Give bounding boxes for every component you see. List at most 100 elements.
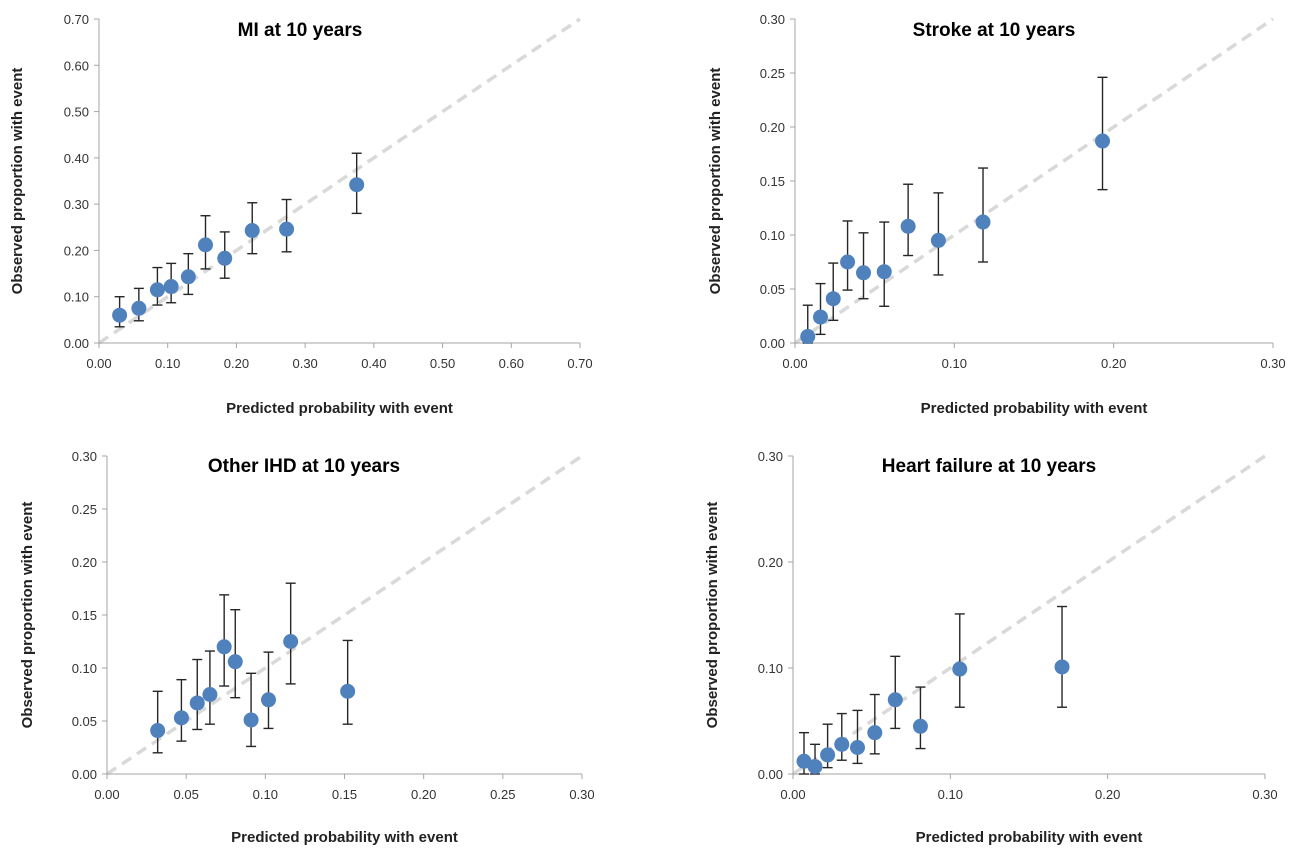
x-tick-label: 0.30 — [1260, 356, 1285, 371]
x-tick-label: 0.00 — [94, 787, 119, 802]
y-tick-label: 0.60 — [64, 58, 89, 73]
data-point — [850, 740, 866, 755]
calibration-panel-1: 0.00 0.10 0.20 0.30 0.40 0.50 0.60 0.70 0.00 0.10… — [0, 0, 640, 424]
x-tick-label: 0.30 — [1252, 787, 1277, 802]
calibration-plot-svg: 0.00 0.05 0.10 0.15 0.20 0.25 0.30 0.00 0.05 0.10… — [19, 449, 595, 846]
data-point-group — [952, 613, 968, 708]
data-point-group — [856, 232, 872, 300]
data-point — [1095, 133, 1111, 149]
data-point-group — [150, 690, 166, 754]
x-tick-label: 0.25 — [490, 787, 515, 802]
y-tick-label: 0.00 — [760, 336, 785, 351]
x-tick-label: 0.00 — [780, 787, 805, 802]
y-tick-label: 0.30 — [760, 12, 785, 27]
y-tick-label: 0.15 — [760, 174, 785, 189]
y-axis-label: Observed proportion with event — [707, 68, 724, 295]
chart-title: Stroke at 10 years — [913, 20, 1076, 41]
data-point — [163, 279, 179, 295]
data-point — [149, 282, 165, 298]
y-tick-label: 0.20 — [64, 243, 89, 258]
x-tick-label: 0.10 — [155, 356, 180, 371]
data-point — [834, 736, 850, 752]
calibration-panel-2: 0.00 0.10 0.20 0.30 0.00 0.05 0.10 0.15 0.20 0.25… — [640, 0, 1303, 424]
x-tick-label: 0.30 — [569, 787, 594, 802]
x-tick-label: 0.40 — [361, 356, 386, 371]
data-point-group — [912, 686, 928, 750]
data-point — [261, 692, 276, 708]
data-point-group — [283, 582, 299, 685]
data-point — [340, 683, 356, 699]
data-point — [243, 712, 259, 728]
data-point-group — [149, 266, 165, 306]
data-point-group — [173, 678, 189, 742]
x-tick-label: 0.20 — [1095, 787, 1120, 802]
calibration-plot-svg: 0.00 0.10 0.20 0.30 0.40 0.50 0.60 0.70 0.00 0.10… — [9, 12, 593, 417]
data-point-group — [812, 282, 828, 336]
data-point — [173, 710, 189, 726]
y-tick-label: 0.10 — [72, 661, 97, 676]
y-tick-label: 0.05 — [72, 714, 97, 729]
y-tick-label: 0.10 — [758, 661, 783, 676]
chart-title: Other IHD at 10 years — [208, 456, 400, 477]
data-point-group — [227, 608, 243, 699]
y-axis-label: Observed proportion with event — [704, 502, 721, 729]
data-point — [856, 265, 872, 281]
y-tick-label: 0.30 — [64, 197, 89, 212]
data-point — [150, 723, 166, 739]
data-point — [217, 250, 233, 266]
data-point — [283, 634, 299, 649]
data-point-group — [975, 167, 991, 263]
data-point — [840, 254, 856, 270]
data-point — [887, 692, 903, 708]
data-point — [198, 237, 214, 253]
data-point-group — [112, 296, 128, 328]
data-point — [112, 307, 128, 323]
data-point — [876, 264, 892, 280]
data-point-group — [900, 183, 916, 257]
y-tick-label: 0.20 — [72, 555, 97, 570]
data-point — [279, 221, 295, 237]
data-point — [952, 661, 968, 677]
x-tick-label: 0.70 — [567, 356, 592, 371]
data-point — [900, 218, 916, 234]
y-tick-label: 0.15 — [72, 608, 97, 623]
x-tick-label: 0.20 — [1101, 356, 1126, 371]
data-point — [820, 747, 836, 763]
data-point — [180, 269, 196, 285]
y-tick-label: 0.00 — [64, 336, 89, 351]
reference-line — [106, 454, 583, 776]
data-point-group — [1054, 605, 1070, 708]
reference-line — [794, 17, 1274, 345]
data-point — [216, 639, 232, 655]
x-tick-label: 0.05 — [174, 787, 199, 802]
data-point-group — [834, 712, 850, 761]
x-tick-label: 0.20 — [411, 787, 436, 802]
y-tick-label: 0.00 — [758, 767, 783, 782]
x-tick-label: 0.20 — [224, 356, 249, 371]
calibration-plot-svg: 0.00 0.10 0.20 0.30 0.00 0.10 0.20 0.30 Heart fa… — [704, 449, 1278, 846]
data-point-group — [216, 594, 232, 687]
y-tick-label: 0.25 — [72, 502, 97, 517]
data-point — [244, 223, 260, 239]
calibration-panel-3: 0.00 0.05 0.10 0.15 0.20 0.25 0.30 0.00 0.05 0.10… — [0, 424, 640, 848]
x-tick-label: 0.60 — [499, 356, 524, 371]
data-point-group — [349, 152, 365, 215]
y-tick-label: 0.30 — [72, 449, 97, 464]
data-point-group — [189, 658, 205, 731]
y-tick-label: 0.10 — [760, 228, 785, 243]
x-axis-label: Predicted probability with event — [916, 829, 1143, 846]
y-tick-label: 0.25 — [760, 66, 785, 81]
data-point — [227, 654, 243, 670]
data-point-group — [887, 655, 903, 730]
x-tick-label: 0.15 — [332, 787, 357, 802]
data-point-group — [180, 252, 196, 296]
data-point — [1054, 659, 1070, 675]
y-tick-label: 0.20 — [758, 555, 783, 570]
y-tick-label: 0.30 — [758, 449, 783, 464]
data-point-group — [279, 198, 295, 253]
data-point-group — [244, 202, 260, 255]
data-point — [349, 177, 365, 193]
data-point — [202, 687, 218, 702]
data-point — [812, 309, 828, 325]
x-tick-label: 0.00 — [782, 356, 807, 371]
